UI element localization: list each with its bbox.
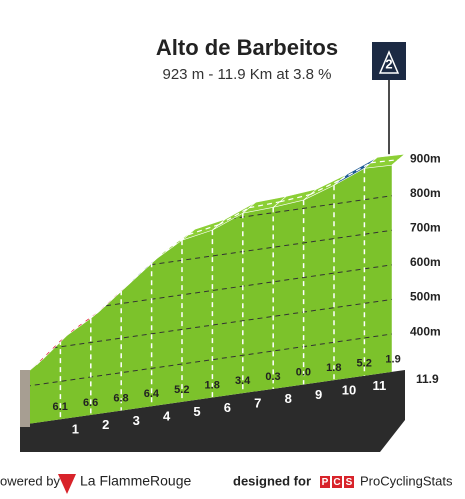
badge-icon [378, 50, 400, 74]
pcs-letter: C [333, 477, 340, 488]
y-tick-label: 900m [410, 151, 441, 165]
grid-line [30, 297, 392, 354]
y-tick-label: 700m [410, 221, 441, 235]
side-face [20, 370, 30, 427]
gradient-label: 6.1 [53, 401, 68, 413]
km-label: 5 [193, 404, 200, 419]
km-label: 8 [285, 391, 292, 406]
footer-designed: designed for [233, 473, 311, 488]
km-label: 4 [163, 408, 171, 423]
km-label: 11 [373, 378, 387, 393]
strip-dash [157, 234, 189, 258]
km-label: 1 [72, 422, 79, 437]
pcs-letter: P [322, 477, 329, 488]
y-tick-label: 400m [410, 324, 441, 338]
km-label: 9 [315, 387, 322, 402]
pcs-box [320, 476, 330, 488]
gradient-label: 5.2 [174, 384, 189, 396]
pcs-box [332, 476, 342, 488]
footer-site: ProCyclingStats [360, 473, 453, 488]
strip-dash [66, 312, 98, 336]
badge-label: 2 [385, 56, 392, 71]
profile-face [30, 165, 392, 424]
gradient-label: 1.8 [205, 379, 220, 391]
distance-label: 11.9 [416, 372, 439, 386]
y-tick-label: 500m [410, 290, 441, 304]
gradient-label: 6.4 [144, 388, 160, 400]
km-label: 2 [102, 417, 109, 432]
gradient-label: 3.4 [235, 375, 251, 387]
km-label: 10 [342, 382, 356, 397]
chart-subtitle: 923 m - 11.9 Km at 3.8 % [163, 66, 332, 83]
km-label: 6 [224, 400, 231, 415]
gradient-label: 0.3 [265, 371, 280, 383]
gradient-label: 1.9 [385, 354, 400, 366]
y-tick-label: 800m [410, 186, 441, 200]
strip-dash [370, 159, 399, 164]
pcs-letter: S [346, 477, 353, 488]
strip-dash [127, 256, 159, 286]
gradient-label: 5.2 [357, 358, 372, 370]
strip-dash [340, 162, 372, 181]
grid-line [30, 331, 392, 388]
km-label: 3 [133, 413, 140, 428]
chart-title: Alto de Barbeitos [156, 35, 338, 60]
logo-mark [58, 474, 76, 494]
footer-brand: La FlammeRouge [80, 473, 191, 489]
strip-dash [309, 179, 341, 196]
strip-dash [96, 284, 129, 314]
pcs-logo: P C S [320, 476, 354, 488]
strip-dash [218, 207, 250, 226]
footer-powered: owered by [0, 473, 60, 488]
gradient-label: 6.6 [83, 397, 98, 409]
gradient-label: 6.8 [113, 392, 128, 404]
gradient-label: 1.8 [326, 362, 341, 374]
gradient-label: 0.0 [296, 366, 311, 378]
km-label: 7 [254, 395, 261, 410]
strip-dash [36, 334, 68, 366]
base-strip [20, 370, 405, 452]
y-tick-label: 600m [410, 255, 441, 269]
pcs-box [344, 476, 354, 488]
